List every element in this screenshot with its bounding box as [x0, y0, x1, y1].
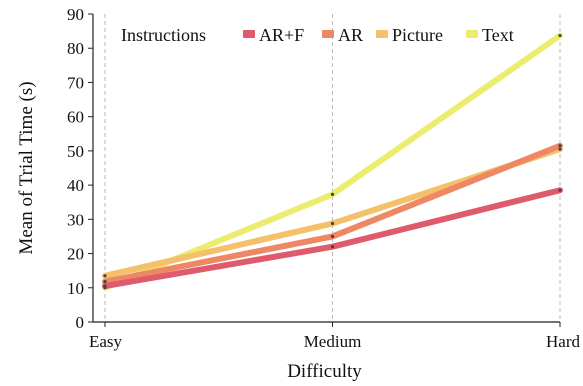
- data-point: [103, 274, 107, 278]
- data-point: [558, 33, 562, 38]
- legend-swatch: [243, 30, 255, 38]
- y-tick-label: 80: [67, 39, 84, 58]
- x-tick-label: Medium: [304, 332, 362, 351]
- x-axis-ticks: Easy Medium Hard: [89, 322, 580, 351]
- data-point: [558, 147, 562, 151]
- y-tick-label: 60: [67, 108, 84, 127]
- data-point: [330, 234, 335, 239]
- legend-swatch: [376, 30, 388, 38]
- legend-title: Instructions: [121, 25, 206, 45]
- legend-label: AR: [338, 25, 363, 45]
- axes: [92, 14, 560, 323]
- y-tick-label: 10: [67, 279, 84, 298]
- y-tick-label: 50: [67, 142, 84, 161]
- data-point: [330, 245, 335, 249]
- y-axis-title: Mean of Trial Time (s): [16, 81, 37, 254]
- y-tick-label: 70: [67, 73, 84, 92]
- data-point: [103, 280, 107, 284]
- data-point: [330, 221, 335, 226]
- legend-swatch: [466, 30, 478, 38]
- data-point: [558, 144, 562, 148]
- y-tick-label: 90: [67, 5, 84, 24]
- y-axis-ticks: 0 10 20 30 40 50 60 70 80 90: [67, 5, 93, 332]
- legend-swatch: [322, 30, 334, 38]
- legend-label: Picture: [392, 25, 443, 45]
- data-point: [103, 286, 107, 290]
- legend-label: Text: [482, 25, 514, 45]
- grid-lines: [104, 14, 561, 322]
- x-tick-label: Easy: [89, 332, 123, 351]
- data-points: [103, 33, 562, 290]
- data-point: [330, 192, 335, 196]
- data-point: [558, 188, 562, 192]
- y-tick-label: 0: [76, 313, 85, 332]
- legend: Instructions AR+F AR Picture Text: [121, 25, 514, 45]
- legend-label: AR+F: [259, 25, 304, 45]
- y-tick-label: 40: [67, 176, 84, 195]
- y-tick-label: 30: [67, 210, 84, 229]
- y-tick-label: 20: [67, 245, 84, 264]
- x-axis-title: Difficulty: [287, 361, 362, 382]
- x-tick-label: Hard: [546, 332, 580, 351]
